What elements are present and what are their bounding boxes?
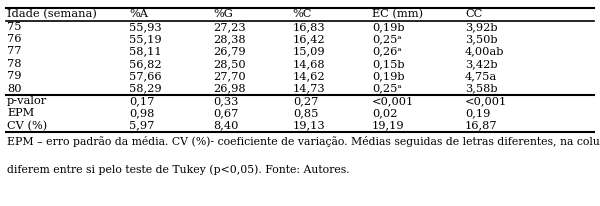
Text: Idade (semana): Idade (semana) (7, 9, 97, 20)
Text: 58,11: 58,11 (129, 47, 161, 56)
Text: 16,83: 16,83 (293, 22, 325, 32)
Text: 76: 76 (7, 34, 22, 44)
Text: <0,001: <0,001 (372, 96, 414, 106)
Text: 3,92b: 3,92b (465, 22, 497, 32)
Text: 0,17: 0,17 (129, 96, 154, 106)
Text: CV (%): CV (%) (7, 121, 47, 131)
Text: 0,98: 0,98 (129, 108, 154, 118)
Text: 58,29: 58,29 (129, 84, 161, 94)
Text: 28,38: 28,38 (213, 34, 245, 44)
Text: 55,19: 55,19 (129, 34, 161, 44)
Text: 5,97: 5,97 (129, 121, 154, 131)
Text: 0,33: 0,33 (213, 96, 238, 106)
Text: 0,67: 0,67 (213, 108, 238, 118)
Text: %G: %G (213, 9, 233, 19)
Text: 0,25ᵃ: 0,25ᵃ (372, 34, 402, 44)
Text: 0,85: 0,85 (293, 108, 318, 118)
Text: 0,19b: 0,19b (372, 22, 404, 32)
Text: 4,75a: 4,75a (465, 71, 497, 81)
Text: 14,73: 14,73 (293, 84, 325, 94)
Text: CC: CC (465, 9, 482, 19)
Text: <0,001: <0,001 (465, 96, 507, 106)
Text: 3,50b: 3,50b (465, 34, 497, 44)
Text: 77: 77 (7, 47, 22, 56)
Text: 79: 79 (7, 71, 22, 81)
Text: 75: 75 (7, 22, 22, 32)
Text: EPM – erro padrão da média. CV (%)- coeficiente de variação. Médias seguidas de : EPM – erro padrão da média. CV (%)- coef… (7, 136, 600, 147)
Text: 80: 80 (7, 84, 22, 94)
Text: 15,09: 15,09 (293, 47, 325, 56)
Text: %C: %C (293, 9, 312, 19)
Text: 56,82: 56,82 (129, 59, 161, 69)
Text: 3,42b: 3,42b (465, 59, 497, 69)
Text: diferem entre si pelo teste de Tukey (p<0,05). Fonte: Autores.: diferem entre si pelo teste de Tukey (p<… (7, 165, 350, 175)
Text: 0,15b: 0,15b (372, 59, 404, 69)
Text: 28,50: 28,50 (213, 59, 245, 69)
Text: 0,02: 0,02 (372, 108, 397, 118)
Text: 27,70: 27,70 (213, 71, 245, 81)
Text: 14,68: 14,68 (293, 59, 325, 69)
Text: 16,42: 16,42 (293, 34, 325, 44)
Text: p-valor: p-valor (7, 96, 47, 106)
Text: 0,19: 0,19 (465, 108, 490, 118)
Text: EPM: EPM (7, 108, 34, 118)
Text: 19,19: 19,19 (372, 121, 404, 131)
Text: EC (mm): EC (mm) (372, 9, 423, 20)
Text: 14,62: 14,62 (293, 71, 325, 81)
Text: 57,66: 57,66 (129, 71, 161, 81)
Text: 0,25ᵃ: 0,25ᵃ (372, 84, 402, 94)
Text: %A: %A (129, 9, 148, 19)
Text: 26,79: 26,79 (213, 47, 245, 56)
Text: 0,26ᵃ: 0,26ᵃ (372, 47, 402, 56)
Text: 19,13: 19,13 (293, 121, 325, 131)
Text: 0,19b: 0,19b (372, 71, 404, 81)
Text: 78: 78 (7, 59, 22, 69)
Text: 3,58b: 3,58b (465, 84, 497, 94)
Text: 26,98: 26,98 (213, 84, 245, 94)
Text: 27,23: 27,23 (213, 22, 245, 32)
Text: 55,93: 55,93 (129, 22, 161, 32)
Text: 4,00ab: 4,00ab (465, 47, 505, 56)
Text: 0,27: 0,27 (293, 96, 318, 106)
Text: 8,40: 8,40 (213, 121, 238, 131)
Text: 16,87: 16,87 (465, 121, 497, 131)
